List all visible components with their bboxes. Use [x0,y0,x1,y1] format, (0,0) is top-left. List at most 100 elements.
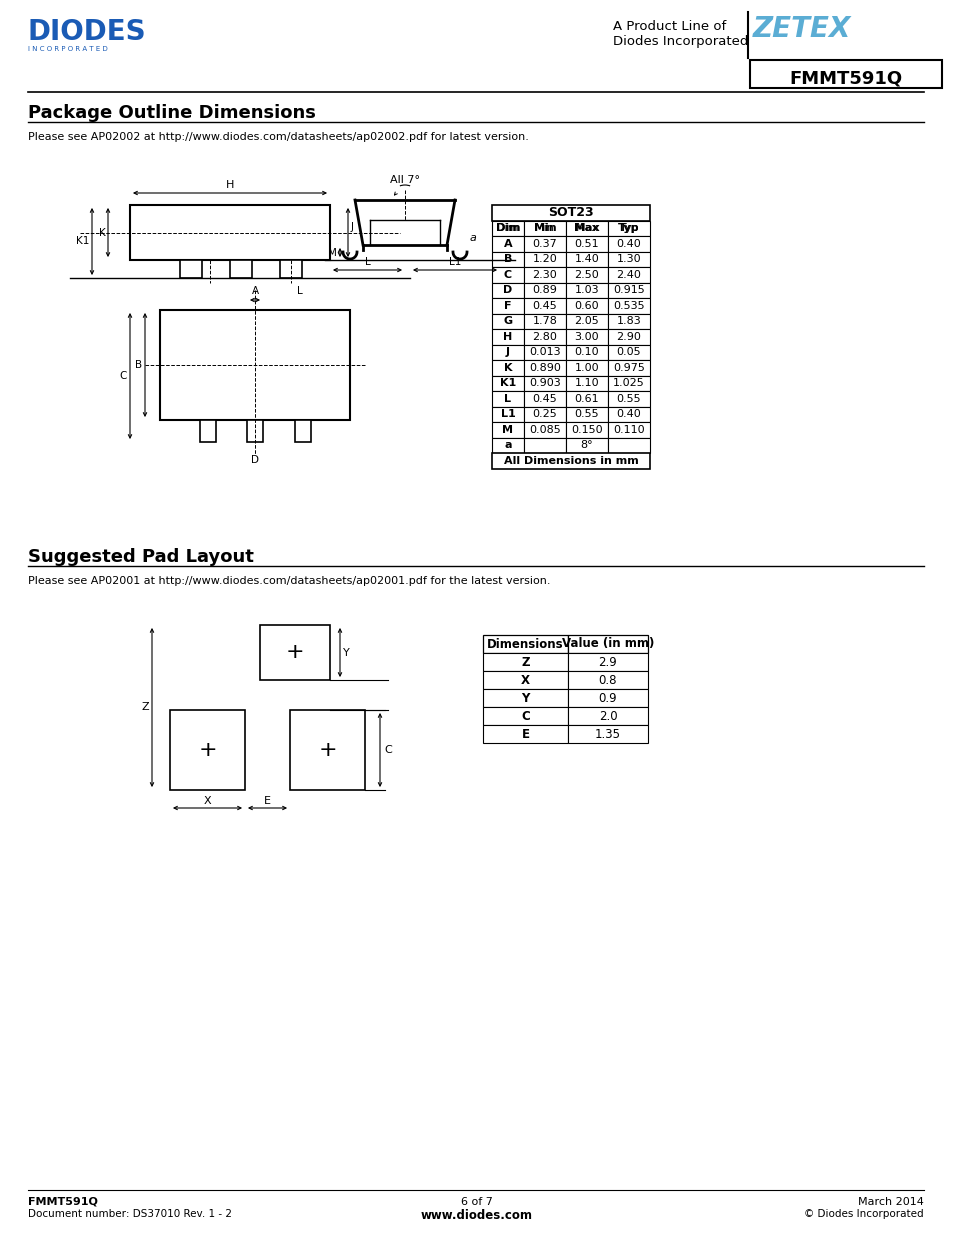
Bar [482,706,567,725]
Bar [607,375,649,391]
Text: A: A [503,238,512,248]
Bar [492,391,523,406]
Text: C: C [119,370,127,382]
Bar [130,205,330,261]
Text: Value (in mm): Value (in mm) [561,637,654,651]
Bar [567,671,647,689]
Bar [523,391,565,406]
Bar [523,252,565,267]
Text: 0.45: 0.45 [532,394,557,404]
Bar [180,261,202,278]
Text: Min: Min [535,224,555,233]
Text: K: K [99,227,106,237]
Bar [523,406,565,422]
Bar [523,345,565,359]
Bar [523,329,565,345]
Text: 1.35: 1.35 [595,727,620,741]
Text: M: M [502,425,513,435]
Bar [565,437,607,453]
Text: Max: Max [574,224,599,233]
Text: 0.37: 0.37 [532,238,557,248]
Bar [567,635,647,653]
Text: 2.0: 2.0 [598,709,617,722]
Bar [565,298,607,314]
Text: Z: Z [141,703,149,713]
Bar [492,283,523,298]
Text: 1.00: 1.00 [574,363,598,373]
Text: K: K [503,363,512,373]
Bar [492,422,523,437]
Bar [607,236,649,252]
Bar [492,267,523,283]
Bar [290,710,365,790]
Text: 2.9: 2.9 [598,656,617,668]
Text: 2.80: 2.80 [532,332,557,342]
Text: I N C O R P O R A T E D: I N C O R P O R A T E D [28,46,108,52]
Text: 0.890: 0.890 [529,363,560,373]
Text: All Dimensions in mm: All Dimensions in mm [503,456,638,466]
Text: H: H [226,180,233,190]
Bar [482,671,567,689]
Bar [492,314,523,329]
Text: 0.05: 0.05 [616,347,640,357]
Text: 1.83: 1.83 [616,316,640,326]
Bar [492,298,523,314]
Bar [567,725,647,743]
Text: 0.40: 0.40 [616,238,640,248]
Text: F: F [504,301,511,311]
Text: Dim: Dim [496,224,519,233]
Text: A Product Line of: A Product Line of [613,20,725,33]
Bar [482,635,567,653]
Bar [230,261,252,278]
Text: Please see AP02002 at http://www.diodes.com/datasheets/ap02002.pdf for latest ve: Please see AP02002 at http://www.diodes.… [28,132,528,142]
Text: Suggested Pad Layout: Suggested Pad Layout [28,548,253,566]
Text: 0.25: 0.25 [532,409,557,419]
Bar [492,221,523,236]
Text: H: H [503,332,512,342]
Bar [523,359,565,375]
Text: 0.535: 0.535 [613,301,644,311]
Bar [523,422,565,437]
Bar [492,252,523,267]
Bar [607,329,649,345]
Text: 0.61: 0.61 [574,394,598,404]
Text: Document number: DS37010 Rev. 1 - 2: Document number: DS37010 Rev. 1 - 2 [28,1209,232,1219]
Text: Diodes Incorporated: Diodes Incorporated [613,35,747,48]
Text: 1.025: 1.025 [613,378,644,388]
Text: 1.03: 1.03 [574,285,598,295]
Text: D: D [503,285,512,295]
Text: 0.89: 0.89 [532,285,557,295]
Bar [492,236,523,252]
Bar [565,267,607,283]
Text: 1.40: 1.40 [574,254,598,264]
Text: Z: Z [520,656,529,668]
Bar [523,221,565,236]
Text: 0.150: 0.150 [571,425,602,435]
Text: 0.45: 0.45 [532,301,557,311]
Text: E: E [521,727,529,741]
Text: G: G [503,316,512,326]
Bar [607,359,649,375]
Bar [565,391,607,406]
Bar [565,252,607,267]
Bar [749,61,941,88]
Text: 0.085: 0.085 [529,425,560,435]
Text: 0.51: 0.51 [574,238,598,248]
Text: 2.05: 2.05 [574,316,598,326]
Bar [567,706,647,725]
Bar [607,391,649,406]
Text: Y: Y [343,647,350,657]
Bar [565,375,607,391]
Bar [200,420,215,442]
Text: Max: Max [575,224,598,233]
Text: a: a [470,233,476,243]
Bar [523,236,565,252]
Text: C: C [503,269,512,280]
Text: 1.10: 1.10 [574,378,598,388]
Bar [565,345,607,359]
Bar [607,298,649,314]
Text: Min: Min [533,224,556,233]
Text: 3.00: 3.00 [574,332,598,342]
Text: 0.915: 0.915 [613,285,644,295]
Bar [523,437,565,453]
